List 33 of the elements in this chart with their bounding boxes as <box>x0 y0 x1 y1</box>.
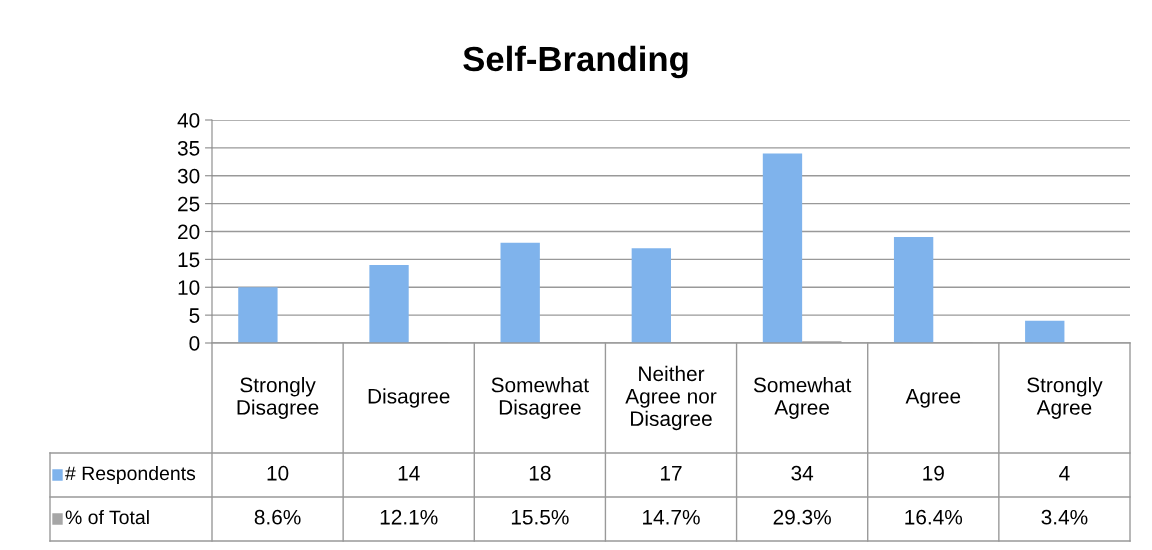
x-tick-label: Disagree <box>368 388 450 408</box>
data-label: 19 <box>923 465 944 481</box>
y-tick-label: 35 <box>177 140 200 156</box>
y-tick-label: 0 <box>189 336 200 351</box>
data-label: 29.3% <box>773 509 831 525</box>
data-label: 15.5% <box>511 509 569 525</box>
y-tick-label: 5 <box>189 308 200 323</box>
x-tick-label: Agree <box>905 389 961 408</box>
x-tick-label: Strongly Agree <box>1027 377 1103 419</box>
x-tick-label: Neither Agree nor Disagree <box>625 365 717 431</box>
data-label: 14.7% <box>643 509 700 525</box>
y-tick-label: 10 <box>178 280 200 295</box>
y-tick-label: 20 <box>178 224 200 240</box>
y-tick-label: 30 <box>177 168 200 184</box>
data-label: 3.4% <box>1041 509 1088 525</box>
x-tick-label: Somewhat Agree <box>753 377 852 419</box>
data-label: 16.4% <box>905 509 963 525</box>
data-label: 12.1% <box>380 509 438 525</box>
legend-label: # Respondents <box>65 465 196 485</box>
data-label: 10 <box>267 465 289 481</box>
data-label: 18 <box>529 465 551 481</box>
data-label: 34 <box>791 465 814 481</box>
x-tick-label: Somewhat Disagree <box>491 377 589 419</box>
legend-label: % of Total <box>65 509 149 525</box>
data-label: 14 <box>398 466 420 481</box>
data-label: 17 <box>661 466 682 481</box>
y-tick-label: 25 <box>178 196 200 212</box>
data-label: 8.6% <box>254 509 301 525</box>
chart-title: Self-Branding <box>463 45 688 79</box>
y-tick-label: 40 <box>177 113 200 128</box>
data-label: 4 <box>1059 466 1070 481</box>
x-tick-label: Strongly Disagree <box>237 377 319 419</box>
y-tick-label: 15 <box>178 252 200 268</box>
